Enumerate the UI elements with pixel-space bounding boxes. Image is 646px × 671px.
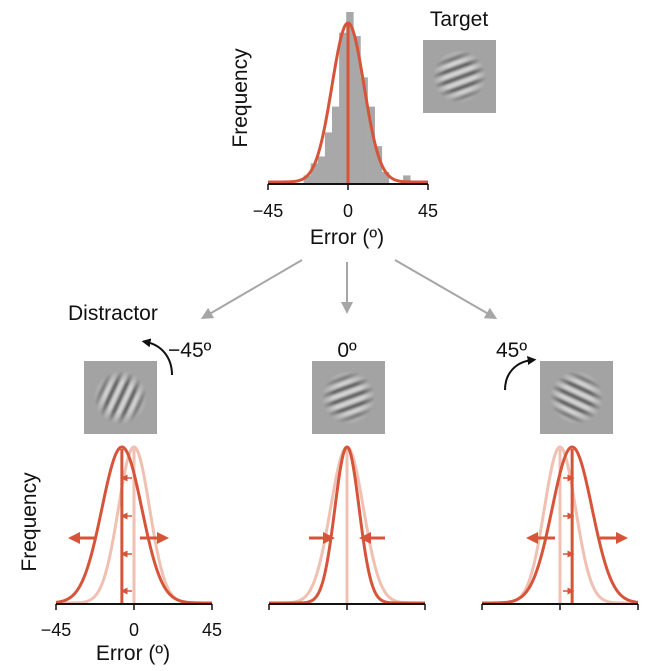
histogram-bar <box>303 175 311 184</box>
histogram <box>303 12 411 184</box>
histogram-bar <box>346 12 354 184</box>
histogram-bar <box>381 171 390 184</box>
condition-label-center: 0º <box>337 339 357 362</box>
bottom-tick-label-right: 45 <box>202 620 222 640</box>
histogram-bar <box>403 175 411 184</box>
bottom-tick-label-zero: 0 <box>129 620 139 640</box>
histogram-bar <box>324 132 333 184</box>
top-y-label: Frequency <box>229 48 252 148</box>
condition-center: 0º <box>312 339 385 434</box>
condition-right: 45º <box>496 339 613 434</box>
grating-vignette <box>432 49 487 104</box>
histogram-bar <box>339 32 347 184</box>
top-tick-label-left: −45 <box>253 201 284 221</box>
bottom-y-label: Frequency <box>18 472 41 572</box>
distractor-grating-left <box>84 361 157 434</box>
bottom-panel-center <box>268 445 426 610</box>
top-fit-curve <box>268 21 428 184</box>
top-tick-label-zero: 0 <box>343 201 353 221</box>
top-tick-label-right: 45 <box>418 201 438 221</box>
histogram-bar <box>332 106 340 184</box>
grating-vignette <box>93 370 148 425</box>
grating-vignette <box>549 370 604 425</box>
histogram-bar <box>353 36 361 184</box>
shift-arrows-left <box>68 474 169 595</box>
histogram-bar <box>317 156 326 184</box>
condition-label-right: 45º <box>496 339 527 362</box>
shifted-curve-right <box>482 445 639 605</box>
bottom-tick-label-left: −45 <box>41 620 72 640</box>
arrow-to-right <box>394 259 498 319</box>
narrowed-curve-center <box>269 445 425 605</box>
bottom-panel-left: −45 0 45 Error (º) Frequency <box>18 445 222 665</box>
grating-vignette <box>321 370 376 425</box>
top-x-label: Error (º) <box>310 226 384 249</box>
top-panel: −45 0 45 Error (º) Frequency Target <box>229 8 496 249</box>
target-grating-patch <box>423 40 496 113</box>
shift-arrows-right <box>526 474 628 595</box>
histogram-bar <box>374 146 383 184</box>
histogram-bar <box>360 77 368 184</box>
histogram-bar <box>367 106 375 184</box>
bottom-panel-right <box>481 445 639 610</box>
arrow-to-left <box>200 259 303 320</box>
rotation-arrow-ccw <box>141 338 173 376</box>
distractor-label: Distractor <box>68 302 158 325</box>
distractor-grating-right <box>540 361 613 434</box>
bottom-x-label: Error (º) <box>96 642 170 665</box>
target-label: Target <box>430 8 489 31</box>
rotation-arrow-cw <box>504 356 537 391</box>
shifted-curve-left <box>55 445 212 605</box>
distractor-grating-center <box>312 361 385 434</box>
condition-left: −45º <box>84 338 212 434</box>
branch-arrows <box>200 259 498 320</box>
condition-label-left: −45º <box>168 339 212 362</box>
histogram-bar <box>310 163 319 184</box>
